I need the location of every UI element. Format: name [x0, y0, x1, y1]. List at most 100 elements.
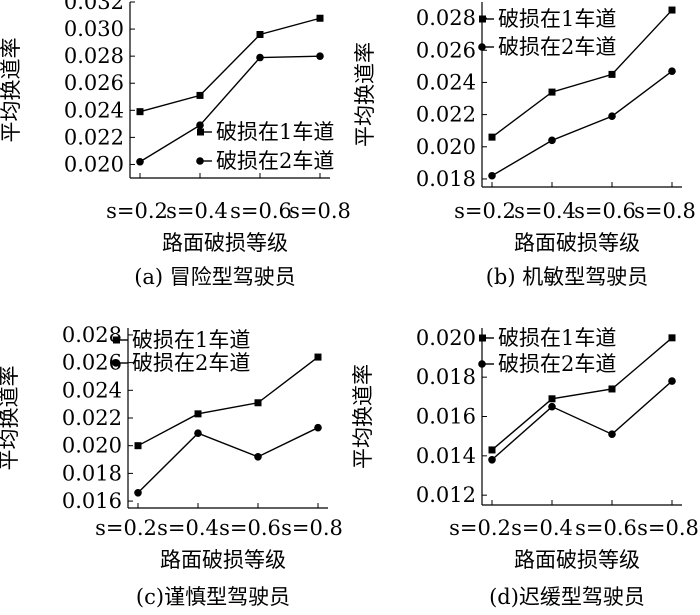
chart-panel: 0.018 0.020 0.022 0.024 0.026 0.028 s=0.2s=0.4… [353, 2, 696, 289]
legend-marker [112, 359, 120, 367]
data-point [194, 410, 202, 418]
y-tick-label: 0.022 [62, 406, 122, 430]
x-tick-label: s=0.4 [514, 199, 576, 223]
data-point [256, 30, 264, 38]
data-point [668, 67, 676, 75]
series-line [139, 17, 321, 113]
data-point [314, 423, 322, 432]
y-axis-label: 平均换道率 [0, 38, 23, 143]
y-tick-label: 0.028 [64, 44, 124, 68]
legend-label: 破损在2车道 [216, 149, 334, 173]
data-point [608, 430, 616, 439]
data-point [314, 353, 322, 361]
series-line [491, 380, 673, 461]
y-tick-label: 0.018 [62, 461, 122, 485]
legend-marker [478, 43, 486, 51]
x-tick-label: s=0.2 [449, 516, 511, 540]
data-point [136, 157, 144, 166]
legend-label: 破损在2车道 [498, 352, 616, 376]
data-point [668, 334, 676, 342]
series-line [491, 9, 673, 138]
series-line [491, 337, 673, 451]
data-point [256, 53, 264, 62]
series-line [137, 427, 319, 494]
data-point [488, 446, 496, 454]
y-tick-label: 0.022 [416, 103, 476, 127]
x-tick-label: s=0.8 [634, 199, 696, 223]
data-point [196, 121, 204, 129]
x-tick-label: s=0.8 [289, 199, 351, 223]
legend-marker [479, 334, 486, 342]
x-tick-label: s=0.6 [574, 199, 636, 223]
data-point [548, 88, 556, 96]
data-point [488, 133, 496, 141]
legend-marker [479, 15, 486, 23]
chart-panel: 0.020 0.022 0.024 0.026 0.028 0.030 0.032 s=0.2… [0, 0, 351, 289]
data-point [608, 70, 616, 78]
data-point [608, 385, 616, 393]
y-tick-label: 0.026 [62, 351, 122, 375]
y-tick-label: 0.024 [62, 378, 122, 402]
data-point [548, 136, 556, 145]
x-tick-label: s=0.6 [575, 516, 637, 540]
legend-label: 破损在1车道 [216, 120, 334, 144]
y-tick-label: 0.032 [64, 0, 124, 14]
y-tick-label: 0.022 [64, 125, 124, 149]
x-tick-label: s=0.2 [454, 199, 516, 223]
y-tick-label: 0.020 [62, 434, 122, 458]
y-tick-label: 0.018 [416, 365, 476, 389]
data-point [488, 455, 496, 464]
x-tick-label: s=0.2 [95, 516, 157, 540]
x-axis-label: 路面破损等级 [160, 548, 286, 572]
series-line [137, 356, 319, 447]
data-point [134, 442, 142, 450]
chart-panel: 0.012 0.014 0.016 0.018 0.020 s=0.2 s=0.4 s=0.6… [351, 326, 699, 609]
y-tick-label: 0.014 [416, 444, 476, 468]
legend-label: 破损在1车道 [498, 326, 616, 350]
y-tick-label: 0.016 [416, 405, 476, 429]
data-point [134, 488, 142, 497]
x-tick-label: s=0.8 [281, 516, 343, 540]
x-axis-label: 路面破损等级 [162, 231, 288, 255]
x-tick-label: s=0.6 [219, 516, 281, 540]
y-tick-label: 0.028 [416, 6, 476, 30]
legend-label: 破损在2车道 [132, 351, 250, 375]
y-tick-label: 0.020 [64, 152, 124, 176]
panel-caption: (a) 冒险型驾驶员 [134, 265, 296, 289]
data-point [136, 108, 144, 116]
y-tick-label: 0.030 [64, 17, 124, 41]
legend-label: 破损在2车道 [498, 35, 616, 59]
legend-marker [197, 128, 204, 136]
y-tick-label: 0.024 [64, 98, 124, 122]
panel-caption: (b) 机敏型驾驶员 [486, 265, 649, 289]
y-tick-label: 0.026 [64, 71, 124, 95]
data-point [254, 452, 262, 461]
x-tick-label: s=0.6 [230, 199, 292, 223]
series-line [491, 70, 673, 177]
y-tick-label: 0.028 [62, 323, 122, 347]
data-point [254, 399, 262, 407]
series-line [139, 55, 321, 163]
x-tick-label: s=0.4 [166, 199, 228, 223]
data-point [316, 52, 324, 60]
legend-marker [113, 336, 120, 344]
chart-panel: 0.016 0.018 0.020 0.022 0.024 0.026 0.028 s=0.2… [0, 323, 343, 609]
data-point [488, 171, 496, 180]
data-point [316, 14, 324, 22]
y-axis-label: 平均换道率 [0, 366, 21, 471]
x-tick-label: s=0.4 [511, 516, 573, 540]
data-point [668, 377, 676, 385]
x-axis-label: 路面破损等级 [514, 231, 640, 255]
data-point [196, 91, 204, 99]
x-tick-label: s=0.4 [157, 516, 219, 540]
legend-label: 破损在1车道 [498, 7, 616, 31]
y-tick-label: 0.018 [416, 167, 476, 191]
x-tick-label: s=0.2 [106, 199, 168, 223]
y-axis-label: 平均换道率 [353, 42, 377, 147]
data-point [668, 6, 676, 14]
panel-caption: (d)迟缓型驾驶员 [489, 585, 645, 609]
y-tick-label: 0.016 [62, 489, 122, 513]
data-point [548, 395, 556, 403]
legend-label: 破损在1车道 [132, 328, 250, 352]
